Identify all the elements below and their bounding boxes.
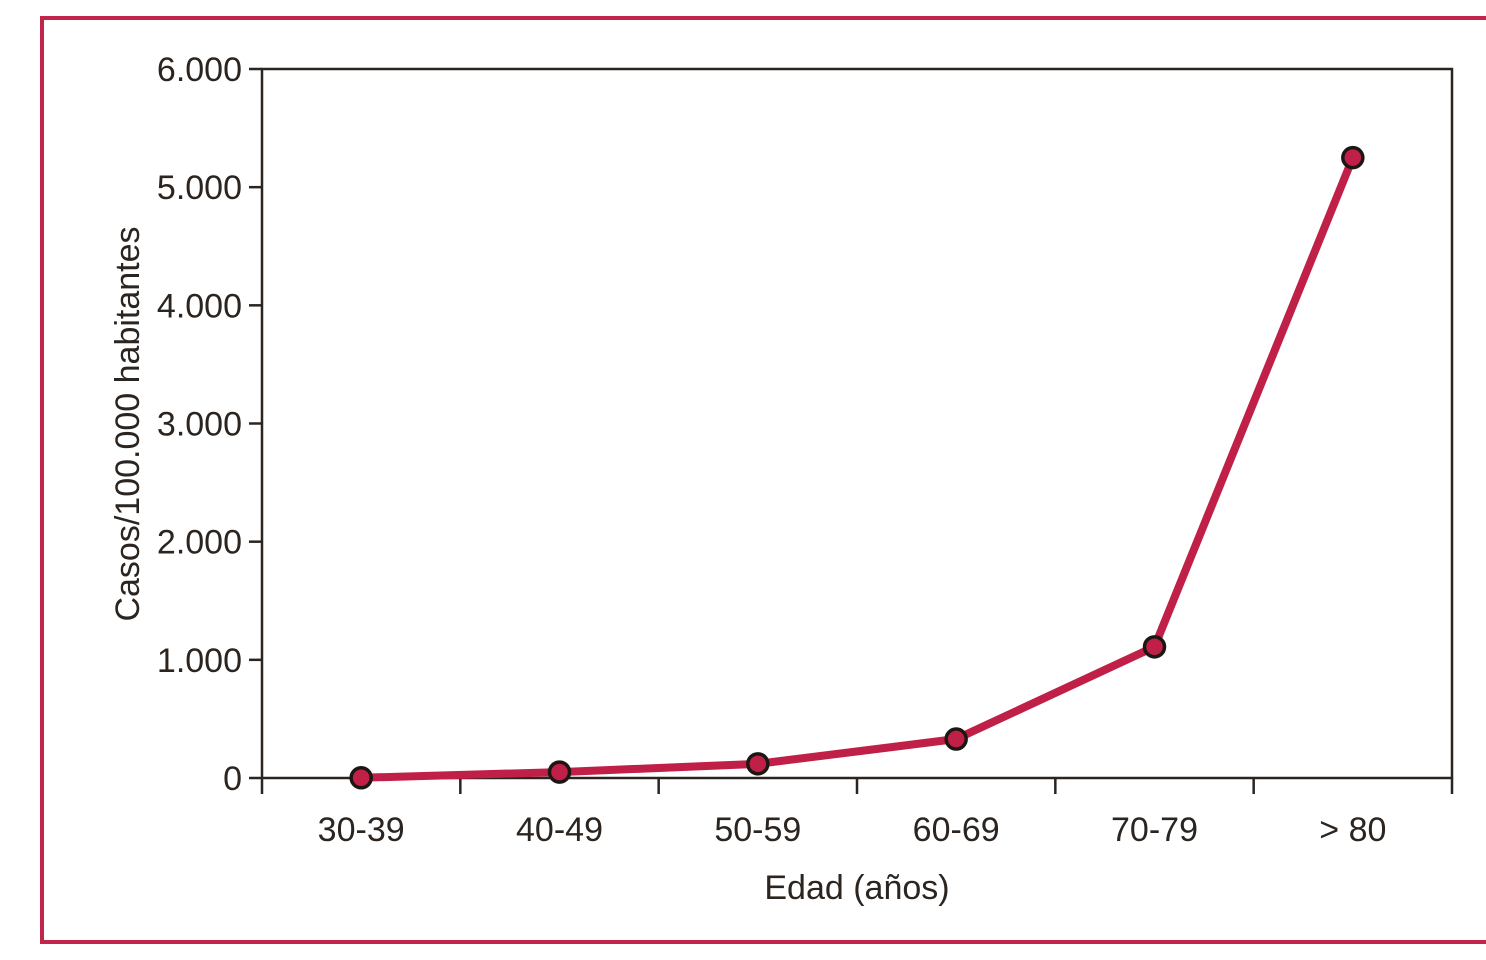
- y-tick-label: 2.000: [157, 524, 242, 562]
- line-chart-canvas: 0 1.000 2.000 3.000 4.000 5.000 6.000 30-39 40-4…: [40, 16, 1486, 944]
- data-point: [1341, 145, 1365, 170]
- x-tick-label: > 80: [1319, 811, 1386, 849]
- y-tick-label: 5.000: [157, 169, 242, 207]
- plot-box: [260, 67, 1454, 780]
- y-axis-title: Casos/100.000 habitantes: [109, 226, 147, 622]
- data-point: [944, 727, 968, 751]
- y-tick-label: 3.000: [157, 406, 242, 444]
- y-tick-label: 4.000: [157, 287, 242, 325]
- y-tick-label: 0: [223, 760, 242, 798]
- data-line: [361, 156, 1357, 782]
- x-tick-label: 60-69: [913, 811, 1000, 849]
- x-tick-label: 50-59: [714, 811, 801, 849]
- figure-border: [40, 16, 1486, 944]
- plot-area: 0 1.000 2.000 3.000 4.000 5.000 6.000 30-39 40-4…: [157, 51, 1454, 849]
- y-tick-label: 1.000: [157, 642, 242, 680]
- x-axis-title: Edad (años): [764, 869, 950, 907]
- data-point: [1142, 635, 1167, 659]
- chart-figure: 0 1.000 2.000 3.000 4.000 5.000 6.000 30-39 40-4…: [40, 16, 1486, 944]
- y-tick-label: 6.000: [157, 51, 242, 89]
- x-tick-label: 30-39: [318, 811, 405, 849]
- data-point: [547, 760, 572, 784]
- x-tick-label: 40-49: [516, 811, 603, 849]
- data-point: [746, 752, 770, 776]
- data-point: [349, 766, 373, 790]
- x-tick-label: 70-79: [1111, 811, 1198, 849]
